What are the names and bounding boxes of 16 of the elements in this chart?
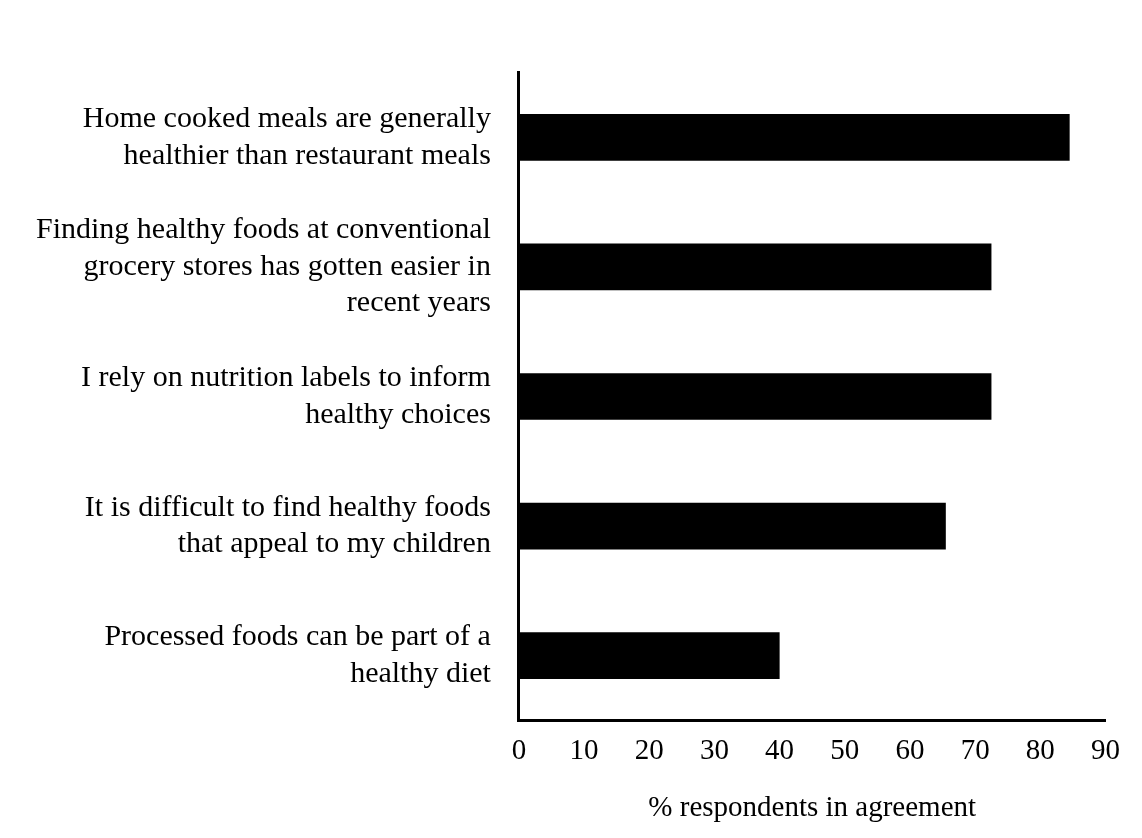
y-tick-label: Finding healthy foods at conventional grocery stores has gotten easier in recent years — [36, 211, 491, 318]
y-tick-label: I rely on nutrition labels to inform healthy choices — [81, 359, 491, 429]
x-tick-label: 0 — [511, 733, 527, 766]
y-tick-label: Processed foods can be part of a healthy diet — [104, 618, 492, 688]
x-tick-label: 80 — [1025, 733, 1055, 766]
x-tick-label: 10 — [569, 733, 599, 766]
x-tick-label: 30 — [699, 733, 729, 766]
x-tick-label: 70 — [960, 733, 990, 766]
y-tick-label: Home cooked meals are generally healthier than restaurant meals — [82, 99, 491, 170]
x-tick-label: 60 — [895, 733, 925, 766]
y-tick-label: It is difficult to find healthy foods that appeal to my children — [84, 488, 491, 559]
x-axis-title: % respondents in agreement — [648, 790, 977, 823]
x-tick-label: 20 — [634, 733, 664, 766]
x-tick-label: 90 — [1091, 733, 1120, 766]
x-tick-label: 50 — [830, 733, 860, 766]
x-tick-label: 40 — [765, 733, 795, 766]
